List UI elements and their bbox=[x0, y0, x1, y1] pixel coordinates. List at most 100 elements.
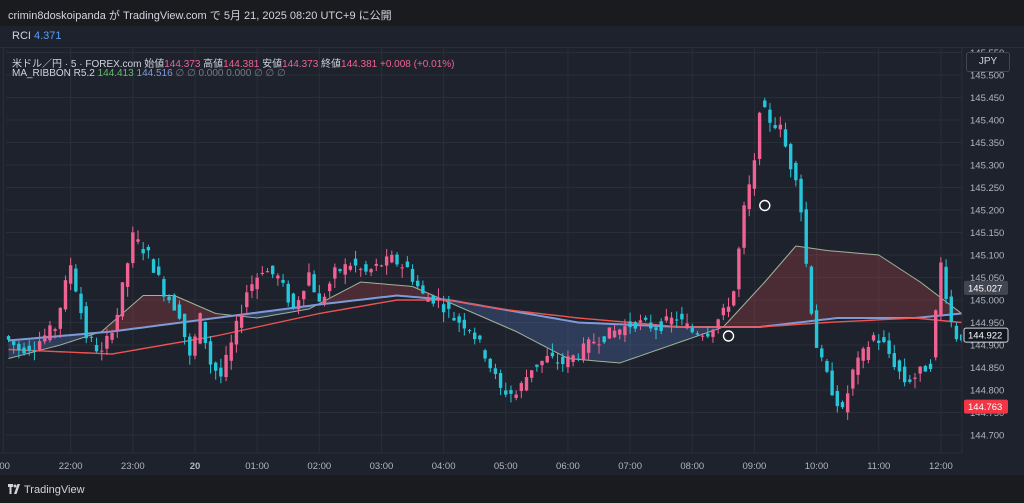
candle-body bbox=[369, 269, 373, 273]
candle-body bbox=[820, 348, 824, 358]
candle-body bbox=[136, 239, 140, 242]
candle-body bbox=[581, 343, 586, 361]
symbol-label[interactable]: 米ドル／円 · 5 · FOREX.com bbox=[12, 59, 142, 70]
candle-body bbox=[265, 271, 270, 273]
candle-body bbox=[607, 327, 612, 339]
price-chart[interactable]: 145.550145.500145.450145.400145.350145.3… bbox=[0, 48, 1024, 475]
candle-body bbox=[426, 297, 430, 302]
price-tick-label: 145.050 bbox=[970, 273, 1004, 284]
time-tick-label: 11:00 bbox=[867, 461, 890, 472]
candle-body bbox=[778, 124, 783, 130]
price-tick-label: 145.350 bbox=[970, 138, 1004, 149]
candle-body bbox=[421, 285, 425, 294]
candle-body bbox=[291, 293, 296, 309]
candle-body bbox=[695, 333, 700, 335]
candle-body bbox=[100, 350, 104, 352]
candle-body bbox=[162, 279, 166, 297]
candle-body bbox=[690, 327, 694, 333]
candle-body bbox=[524, 377, 529, 391]
candle-body bbox=[737, 248, 741, 290]
price-tick-label: 145.500 bbox=[970, 71, 1004, 82]
candle-body bbox=[887, 340, 891, 354]
ma-value-1: 144.413 bbox=[97, 68, 134, 79]
price-label-box bbox=[964, 280, 1008, 295]
candle-body bbox=[592, 341, 596, 344]
candle-body bbox=[79, 293, 83, 314]
candle-body bbox=[732, 291, 736, 306]
price-label-text: 144.922 bbox=[968, 331, 1002, 342]
candle-body bbox=[22, 347, 26, 354]
time-tick-label: 10:00 bbox=[805, 461, 829, 472]
candle-body bbox=[675, 319, 679, 321]
candle-body bbox=[804, 209, 808, 264]
candle-body bbox=[146, 246, 151, 251]
currency-button[interactable]: JPY bbox=[966, 52, 1010, 72]
candle-body bbox=[643, 317, 648, 320]
candle-body bbox=[949, 296, 953, 322]
candle-body bbox=[840, 402, 845, 408]
low-label: 安値 bbox=[262, 59, 283, 70]
candle-body bbox=[17, 343, 21, 351]
high-label: 高値 bbox=[203, 59, 224, 70]
candle-body bbox=[478, 335, 482, 340]
candle-body bbox=[188, 336, 192, 356]
candle-body bbox=[763, 100, 767, 108]
candle-body bbox=[473, 332, 477, 340]
candle-body bbox=[576, 358, 580, 360]
footer-bar bbox=[0, 478, 1024, 503]
candle-body bbox=[897, 360, 902, 372]
candle-body bbox=[384, 256, 389, 266]
candle-body bbox=[545, 355, 549, 363]
candle-body bbox=[649, 322, 653, 329]
candle-body bbox=[716, 319, 720, 328]
price-tick-label: 144.800 bbox=[970, 386, 1004, 397]
candle-body bbox=[856, 357, 860, 375]
ribbon-fill-bear bbox=[438, 297, 719, 363]
price-tick-label: 145.200 bbox=[970, 206, 1004, 217]
price-tick-label: 145.100 bbox=[970, 251, 1004, 262]
price-label-neutral: 145.027 bbox=[964, 280, 1008, 295]
candle-body bbox=[120, 282, 125, 317]
candle-body bbox=[151, 259, 156, 273]
candle-body bbox=[452, 318, 456, 321]
candle-body bbox=[669, 317, 674, 325]
candle-body bbox=[493, 368, 498, 375]
candle-body bbox=[908, 379, 912, 382]
candle-body bbox=[203, 321, 208, 343]
candle-body bbox=[312, 274, 316, 293]
candle-body bbox=[747, 184, 751, 210]
ma-ribbon-name: MA_RIBBON R5.2 bbox=[12, 68, 95, 79]
ma-empty-b: 0.000 0.000 bbox=[198, 68, 252, 79]
candle-body bbox=[395, 254, 399, 265]
ribbon-fill-bull bbox=[96, 295, 232, 334]
candle-body bbox=[32, 350, 37, 352]
candle-body bbox=[509, 390, 513, 394]
candle-body bbox=[390, 254, 394, 263]
candle-body bbox=[939, 262, 943, 317]
time-tick-label: 12:00 bbox=[929, 461, 953, 472]
open-label: 始値 bbox=[144, 59, 165, 70]
ma-ribbon-legend[interactable]: MA_RIBBON R5.2 144.413 144.516 ∅ ∅ 0.000… bbox=[12, 68, 286, 79]
candle-body bbox=[550, 352, 555, 357]
candle-body bbox=[250, 284, 254, 291]
candle-body bbox=[504, 390, 508, 395]
candle-body bbox=[685, 323, 689, 329]
ribbon-fill-bull bbox=[718, 246, 962, 329]
candle-body bbox=[944, 266, 948, 299]
candle-body bbox=[913, 377, 917, 379]
low-value: 144.373 bbox=[282, 59, 319, 70]
candle-body bbox=[281, 279, 285, 283]
candlestick-chart[interactable]: 145.550145.500145.450145.400145.350145.3… bbox=[0, 48, 1024, 475]
ribbon-fill-bull bbox=[314, 282, 439, 307]
candle-body bbox=[597, 344, 601, 346]
time-tick-label: 05:00 bbox=[494, 461, 518, 472]
candle-body bbox=[405, 261, 410, 268]
candle-body bbox=[623, 326, 627, 336]
candle-body bbox=[327, 283, 332, 292]
signal-marker-icon bbox=[722, 330, 735, 342]
candle-body bbox=[488, 358, 492, 369]
candle-body bbox=[115, 314, 119, 331]
candle-body bbox=[364, 264, 368, 272]
candle-body bbox=[566, 356, 570, 368]
candle-body bbox=[131, 232, 135, 264]
